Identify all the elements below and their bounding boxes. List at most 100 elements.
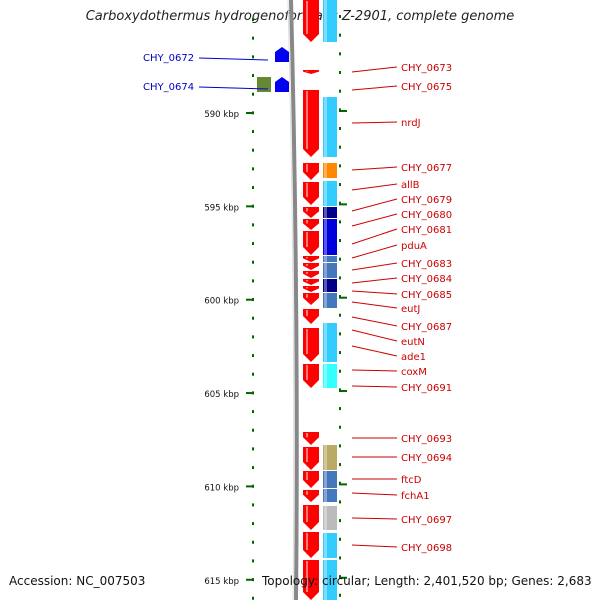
reverse-gene-arrow — [275, 47, 289, 62]
leader-line-right — [351, 345, 398, 357]
scale-dot — [252, 578, 254, 582]
gene-label-right: CHY_0691 — [401, 383, 452, 394]
scale-dot-right — [339, 444, 341, 448]
backbone-shadow — [287, 0, 295, 600]
gene-label-right: coxM — [401, 367, 427, 378]
scale-dot-right — [339, 33, 341, 37]
scale-dot — [252, 447, 254, 451]
gene-arrow — [303, 447, 319, 470]
scale-dot-right — [339, 369, 341, 373]
gene-arrow — [303, 256, 319, 262]
reverse-gene-arrow — [275, 77, 289, 92]
scale-dot — [252, 148, 254, 152]
gene-label-right: ade1 — [401, 352, 426, 363]
scale-dot-right — [339, 276, 341, 280]
gene-label-left: CHY_0672 — [143, 53, 194, 64]
scale-dot — [252, 466, 254, 470]
scale-dot — [252, 55, 254, 59]
gene-label-right: eutN — [401, 337, 425, 348]
scale-dot-right — [339, 108, 341, 112]
cog-bar-shine — [324, 256, 327, 262]
cog-bar — [323, 0, 337, 42]
scale-dot — [252, 559, 254, 563]
scale-dot-right — [339, 351, 341, 355]
scale-dot — [252, 484, 254, 488]
scale-dot — [252, 223, 254, 227]
scale-dot-right — [339, 52, 341, 56]
scale-tick-label: 600 kbp — [204, 297, 239, 307]
scale-dot — [252, 503, 254, 507]
gene-arrow — [303, 207, 319, 218]
scale-dot — [252, 111, 254, 115]
gene-label-right: CHY_0681 — [401, 225, 452, 236]
cog-bar-shine — [324, 219, 327, 255]
map-title: Carboxydothermus hydrogenoformans Z-2901… — [85, 9, 515, 24]
cog-bar-shine — [324, 279, 327, 292]
leader-line-right — [351, 183, 398, 191]
leader-line-right — [351, 213, 398, 227]
gene-arrow — [303, 432, 319, 445]
gene-label-right: ftcD — [401, 475, 422, 486]
gene-label-right: CHY_0693 — [401, 434, 452, 445]
scale-dot-right — [339, 500, 341, 504]
scale-dot-right — [339, 127, 341, 131]
gene-arrow — [303, 505, 319, 530]
cog-bar — [323, 560, 337, 600]
gene-label-right: CHY_0680 — [401, 210, 452, 221]
cog-bar — [323, 207, 337, 218]
cog-bar — [323, 279, 337, 292]
scale-dot — [252, 167, 254, 171]
scale-dot — [252, 92, 254, 96]
cog-bar — [323, 219, 337, 255]
gene-label-right: CHY_0677 — [401, 163, 452, 174]
cog-bar-shine — [324, 207, 327, 218]
leader-line-left — [198, 86, 269, 90]
scale-dot-right — [339, 201, 341, 205]
scale-dot-right — [339, 463, 341, 467]
scale-dot — [252, 242, 254, 246]
gene-arrow — [303, 263, 319, 270]
gene-arrow — [303, 286, 319, 292]
cog-bar — [323, 323, 337, 362]
cog-bar-shine — [324, 506, 327, 530]
cog-bar — [323, 163, 337, 178]
scale-dot-right — [339, 388, 341, 392]
scale-dot — [252, 186, 254, 190]
scale-ticks: 590 kbp 595 kbp 600 kbp 605 kbp 610 kbp 615 k… — [204, 15, 347, 600]
cog-bar-shine — [324, 163, 327, 178]
cog-bar — [323, 293, 337, 308]
scale-dot-right — [339, 257, 341, 261]
scale-tick-label: 595 kbp — [204, 203, 239, 213]
scale-tick-label: 605 kbp — [204, 390, 239, 400]
backbone — [287, 0, 299, 600]
scale-dot-right — [339, 575, 341, 579]
gene-arrow — [303, 90, 319, 157]
gene-arrow — [303, 219, 319, 230]
cog-bar-shine — [324, 471, 327, 488]
gene-label-right: CHY_0683 — [401, 259, 452, 270]
scale-dot-right — [339, 519, 341, 523]
scale-dot — [252, 18, 254, 21]
leader-line-right — [351, 385, 398, 388]
accession-text: Accession: NC_007503 — [9, 574, 146, 588]
scale-dot-right — [339, 239, 341, 243]
scale-dot — [252, 428, 254, 432]
scale-dot — [252, 522, 254, 526]
gene-label-right: CHY_0675 — [401, 82, 452, 93]
scale-dot — [252, 596, 254, 600]
cog-bar-shine — [324, 0, 327, 42]
gene-arrow — [303, 279, 319, 285]
gene-arrow — [303, 364, 319, 388]
cog-bar-shine — [324, 533, 327, 558]
cog-bar — [323, 533, 337, 558]
scale-dot — [252, 372, 254, 376]
gene-label-right: allB — [401, 180, 420, 191]
cog-bar — [323, 506, 337, 530]
gene-label-right: CHY_0684 — [401, 274, 452, 285]
scale-dot-right — [339, 220, 341, 224]
cog-bar-shine — [324, 323, 327, 362]
leader-line-right — [351, 329, 398, 342]
gene-arrow — [303, 532, 319, 558]
cog-bar-shine — [324, 293, 327, 308]
gene-arrow — [303, 271, 319, 278]
